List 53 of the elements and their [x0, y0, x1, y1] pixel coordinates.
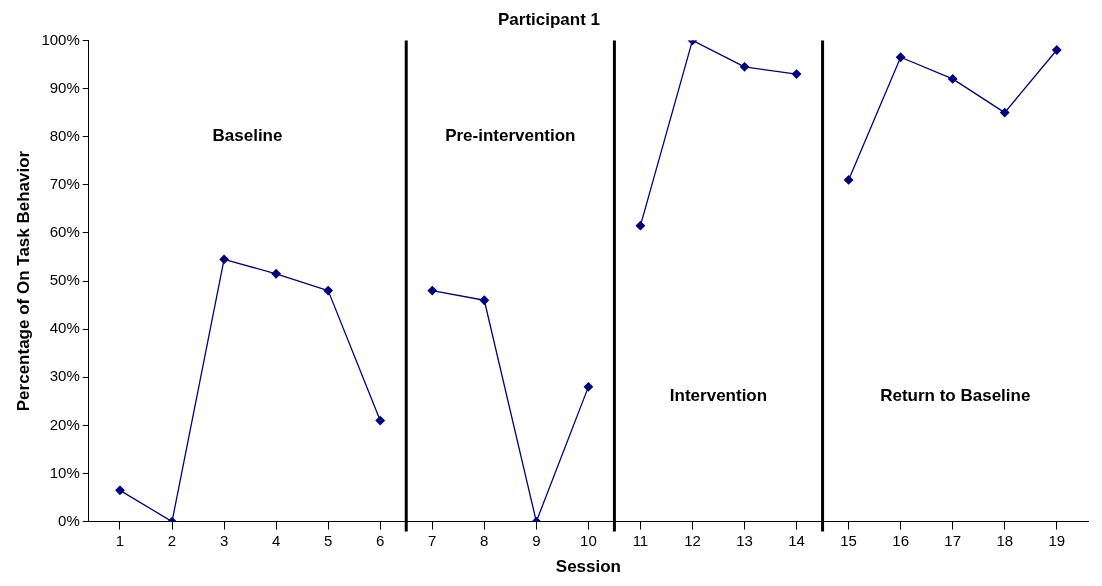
y-tick-label: 90% [49, 78, 80, 96]
point [843, 175, 854, 185]
y-tick-label: 40% [49, 319, 80, 337]
annotation: Baseline [212, 126, 283, 146]
x-tick-label: 8 [480, 531, 489, 549]
point [895, 52, 906, 62]
x-tick-label: 12 [684, 531, 701, 549]
y-tick-label: 0% [58, 511, 80, 529]
x-tick-label: 4 [271, 531, 281, 549]
x-tick-label: 19 [1048, 531, 1066, 549]
y-tick-label: 100% [41, 30, 80, 48]
y-tick-label: 50% [49, 271, 80, 289]
y-axis-title: Percentage of On Task Behavior [13, 150, 33, 412]
y-tick-label: 80% [49, 126, 80, 144]
x-axis-title: Session [555, 557, 621, 577]
x-tick-label: 7 [428, 531, 437, 549]
point [791, 69, 802, 79]
point [115, 485, 125, 495]
annotation: Intervention [669, 386, 768, 406]
x-tick-label: 1 [115, 531, 125, 549]
chart-title: Participant 1 [497, 9, 601, 29]
point [1000, 107, 1010, 118]
x-tick-label: 9 [532, 531, 541, 549]
point [1052, 45, 1062, 55]
point [739, 62, 750, 72]
y-tick-label: 60% [49, 223, 80, 241]
point [635, 221, 646, 231]
x-tick-label: 14 [788, 531, 805, 549]
y-tick-label: 10% [49, 463, 80, 481]
point [948, 74, 958, 84]
x-tick-label: 2 [167, 531, 177, 549]
x-tick-label: 3 [219, 531, 229, 549]
x-tick-label: 13 [736, 531, 753, 549]
x-tick-label: 6 [376, 531, 385, 549]
annotation: Return to Baseline [880, 386, 1031, 406]
point [583, 382, 594, 392]
x-tick-label: 18 [996, 531, 1014, 549]
y-tick-label: 20% [49, 415, 80, 433]
y-tick-label: 70% [49, 174, 80, 192]
annotation: Pre-intervention [445, 126, 576, 146]
x-tick-label: 5 [323, 531, 333, 549]
point [479, 295, 489, 305]
point [375, 415, 385, 426]
x-tick-label: 15 [840, 531, 857, 549]
x-tick-label: 17 [944, 531, 962, 549]
point [271, 269, 281, 279]
x-tick-label: 11 [632, 531, 649, 549]
y-tick-label: 30% [49, 367, 80, 385]
point [219, 254, 229, 264]
x-tick-label: 10 [580, 531, 597, 549]
point [323, 285, 333, 296]
point [427, 285, 437, 296]
x-tick-label: 16 [892, 531, 909, 549]
